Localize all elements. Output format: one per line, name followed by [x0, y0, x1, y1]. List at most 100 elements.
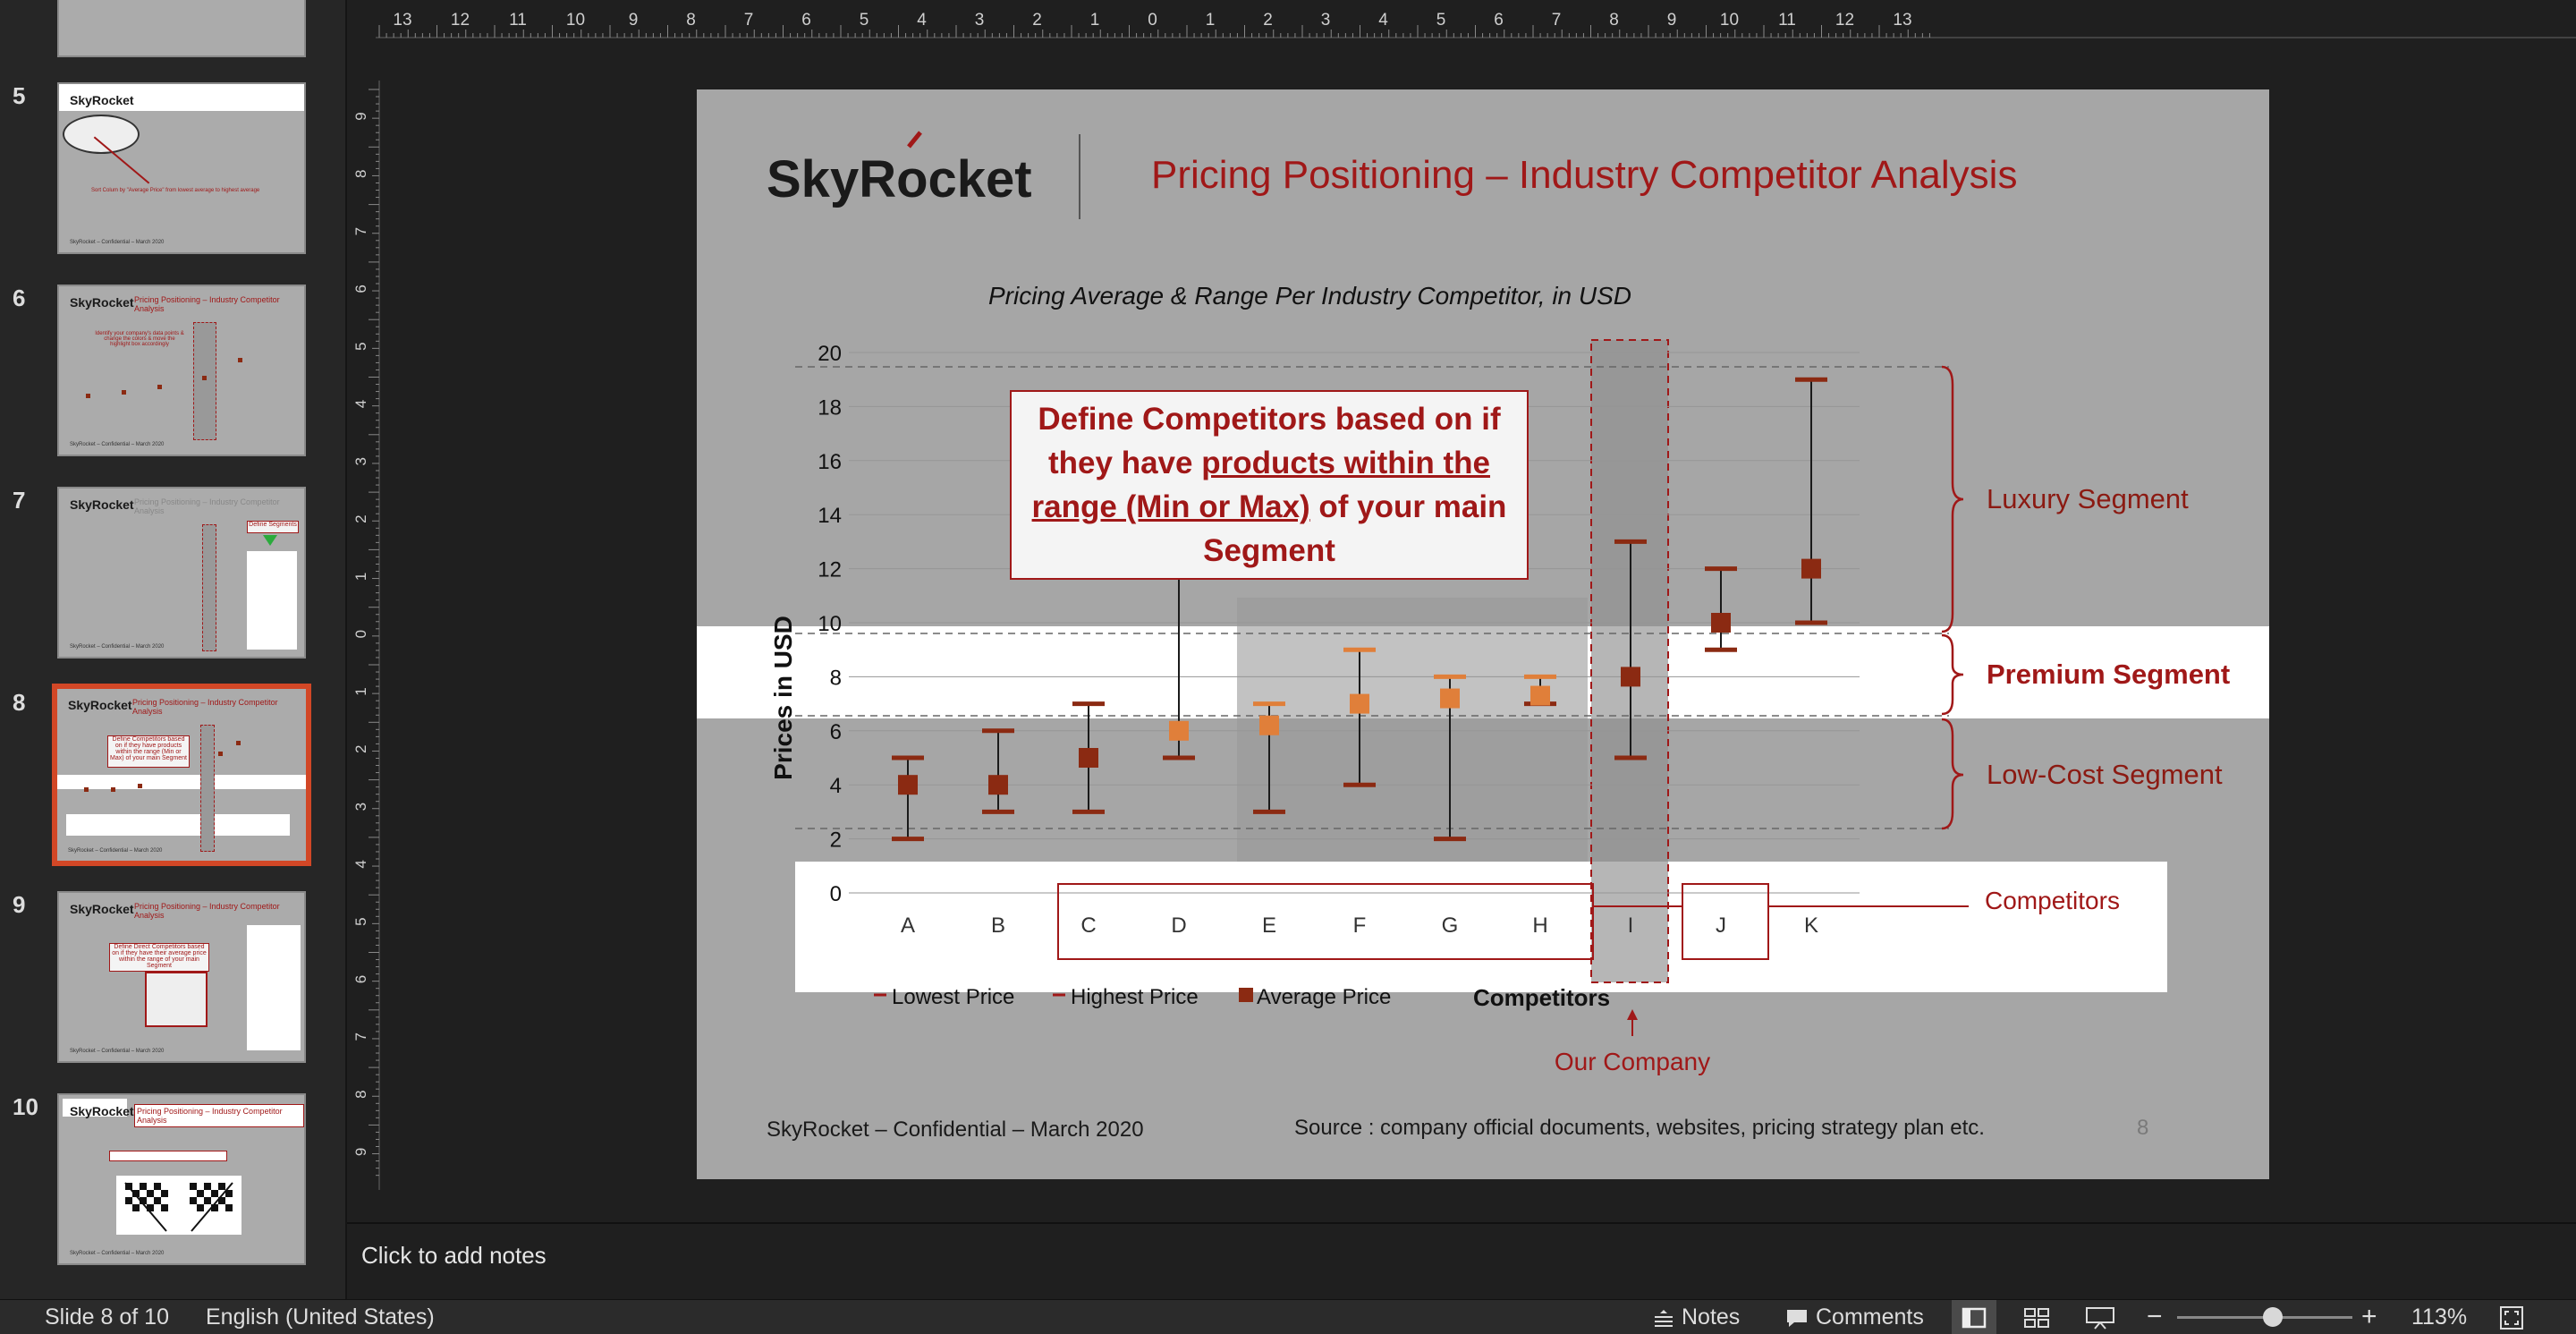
slide-thumbnail-8[interactable]: SkyRocket Pricing Positioning – Industry…	[52, 684, 311, 866]
slide-thumbnail-10[interactable]: SkyRocket Pricing Positioning – Industry…	[57, 1093, 306, 1265]
zoom-level[interactable]: 113%	[2411, 1304, 2468, 1330]
panel-divider[interactable]	[345, 0, 347, 1299]
lowcost-segment-label: Low-Cost Segment	[1987, 759, 2223, 790]
ruler-label: 7	[744, 11, 754, 30]
language-indicator[interactable]: English (United States)	[206, 1304, 435, 1330]
plus-icon: +	[2361, 1302, 2377, 1331]
slide-counter: Slide 8 of 10	[45, 1304, 169, 1330]
thumb-box	[109, 1151, 227, 1161]
slide-thumbnail-5[interactable]: SkyRocket Sort Colum by "Average Price" …	[57, 82, 306, 254]
notes-pane[interactable]: Click to add notes	[347, 1222, 2576, 1301]
thumb-callout: Define Competitors based on if they have…	[107, 735, 190, 768]
ruler-ticks	[369, 89, 379, 1177]
comment-icon	[1787, 1310, 1807, 1328]
slide-thumbnail-7[interactable]: SkyRocket Pricing Positioning – Industry…	[57, 487, 306, 659]
thumb-point	[238, 358, 242, 362]
ruler-label: 10	[1720, 11, 1739, 30]
x-tick-label: J	[1716, 913, 1726, 938]
ruler-label: 10	[566, 11, 585, 30]
thumb-note: Sort Colum by "Average Price" from lowes…	[91, 188, 260, 193]
thumb-footer: SkyRocket – Confidential – March 2020	[68, 848, 163, 854]
ruler-label: 3	[354, 803, 369, 811]
thumb-footer: SkyRocket – Confidential – March 2020	[70, 644, 165, 650]
legend-highest-label: Highest Price	[1071, 985, 1199, 1009]
ruler-label: 1	[1090, 11, 1100, 30]
zoom-slider-thumb[interactable]	[2263, 1307, 2283, 1327]
presenter-icon	[2086, 1307, 2114, 1330]
average-price-marker	[1801, 558, 1821, 579]
thumb-logo: SkyRocket	[70, 1104, 134, 1118]
y-tick-label: 14	[818, 504, 842, 528]
ruler-label: 9	[1667, 11, 1677, 30]
average-price-marker	[988, 775, 1008, 795]
slideshow-button[interactable]	[2086, 1300, 2114, 1334]
lowcost-brace	[1941, 718, 1964, 830]
ruler-label: 5	[354, 342, 369, 350]
thumb-point	[111, 787, 115, 792]
thumb-highlight-col	[200, 725, 215, 852]
callout-box[interactable]: Define Competitors based on if they have…	[1010, 390, 1529, 580]
normal-view-button[interactable]	[1952, 1300, 1996, 1334]
ruler-label: 5	[354, 917, 369, 925]
y-tick-label: 12	[818, 558, 842, 582]
zoom-in-button[interactable]: +	[2361, 1300, 2377, 1334]
y-tick-label: 10	[818, 612, 842, 636]
slide-canvas[interactable]: SkyRocket Pricing Positioning – Industry…	[697, 89, 2269, 1179]
competitors-group-box	[1057, 883, 1594, 960]
ruler-label: 0	[1148, 11, 1157, 30]
average-price-marker	[898, 775, 918, 795]
ruler-labels: 9 8 7 6 5 4 3 2 1 0 1 2 3 4 5 6 7 8 9	[354, 112, 369, 1156]
zoom-slider[interactable]	[2177, 1307, 2352, 1327]
x-tick-label: E	[1262, 913, 1276, 938]
checkered-flags-icon	[124, 1182, 233, 1232]
y-tick-label: 0	[830, 882, 842, 906]
competitor-j-box	[1682, 883, 1769, 960]
premium-segment-label: Premium Segment	[1987, 659, 2230, 690]
comments-button-label: Comments	[1816, 1304, 1924, 1330]
y-tick-label: 18	[818, 395, 842, 420]
thumbnail-number: 10	[13, 1093, 38, 1120]
ruler-label: 4	[1378, 11, 1388, 30]
ruler-label: 5	[860, 11, 869, 30]
ruler-label: 13	[393, 11, 411, 30]
thumb-arrow-down	[263, 535, 277, 546]
x-tick-label: G	[1442, 913, 1459, 938]
callout-text-underlined: products within the range (Min or Max)	[1031, 446, 1490, 524]
competitors-label: Competitors	[1985, 887, 2120, 914]
x-tick-label: D	[1171, 913, 1186, 938]
average-price-marker	[1621, 667, 1640, 687]
thumb-flags-image	[116, 1176, 242, 1235]
notes-placeholder[interactable]: Click to add notes	[361, 1242, 547, 1269]
our-company-label: Our Company	[1555, 1048, 1710, 1075]
slide-thumbnail-9[interactable]: SkyRocket Pricing Positioning – Industry…	[57, 891, 306, 1063]
callout-text: Define Competitors based on if they have…	[1026, 397, 1513, 573]
slide-sorter-button[interactable]	[2023, 1300, 2050, 1334]
ruler-label: 5	[1436, 11, 1446, 30]
x-tick-label: A	[901, 913, 915, 938]
fit-to-window-button[interactable]	[2499, 1300, 2524, 1334]
fit-window-icon	[2500, 1306, 2523, 1330]
ruler-label: 6	[801, 11, 811, 30]
logo-wordmark: SkyRocket	[767, 150, 1032, 208]
y-tick-label: 8	[830, 666, 842, 690]
ruler-ticks	[378, 25, 1930, 38]
x-tick-label: H	[1532, 913, 1547, 938]
comments-button[interactable]: Comments	[1785, 1300, 1924, 1334]
x-axis-labels: A B C D E F G H I J K	[901, 913, 1818, 938]
notes-button[interactable]: Notes	[1653, 1300, 1740, 1334]
slide-thumbnail-4[interactable]	[57, 0, 306, 57]
minus-icon: −	[2147, 1302, 2163, 1331]
zoom-out-button[interactable]: −	[2147, 1300, 2163, 1334]
thumb-point	[84, 787, 89, 792]
ruler-label: 4	[354, 860, 369, 868]
thumb-title: Pricing Positioning – Industry Competito…	[134, 1104, 304, 1127]
ruler-label: 4	[354, 400, 369, 408]
ruler-label: 1	[1206, 11, 1216, 30]
thumb-title: Pricing Positioning – Industry Competito…	[134, 902, 280, 920]
our-company-highlight	[1590, 339, 1669, 983]
status-bar: Slide 8 of 10 English (United States) No…	[0, 1299, 2576, 1334]
thumb-box	[145, 972, 208, 1027]
slide-thumbnail-6[interactable]: SkyRocket Pricing Positioning – Industry…	[57, 285, 306, 456]
legend-average-label: Average Price	[1257, 985, 1391, 1009]
y-tick-label: 20	[818, 342, 842, 366]
